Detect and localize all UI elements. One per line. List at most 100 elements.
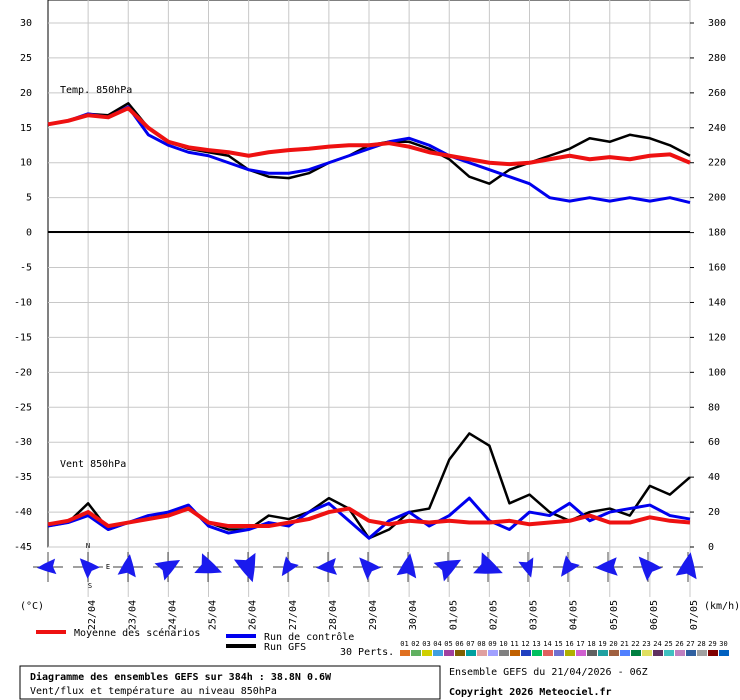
- y2-tick-label: 220: [708, 158, 726, 169]
- rose-shape: [638, 556, 662, 581]
- perturbation-swatch: [653, 650, 663, 656]
- rose-shape: [79, 558, 100, 579]
- x-tick-label: 22/04: [87, 600, 98, 630]
- rose-shape: [316, 558, 337, 575]
- perturbation-label: 04: [433, 640, 441, 648]
- perturbation-swatch: [400, 650, 410, 656]
- y2-tick-label: 280: [708, 53, 726, 64]
- perturbation-label: 11: [510, 640, 518, 648]
- rose-shape: [433, 559, 462, 582]
- x-tick-label: 02/05: [488, 600, 499, 630]
- perturbation-label: 26: [675, 640, 683, 648]
- y-axis-unit: (°C): [20, 601, 44, 612]
- info-subtitle: Vent/flux et température au niveau 850hP…: [30, 685, 277, 697]
- perturbation-label: 29: [708, 640, 716, 648]
- y2-tick-label: 180: [708, 228, 726, 239]
- x-tick-label: 25/04: [208, 600, 219, 630]
- wind-line: [47, 506, 691, 529]
- y-tick-label: -5: [20, 263, 32, 274]
- rose-shape: [561, 555, 580, 577]
- perturbation-swatch: [609, 650, 619, 656]
- x-tick-label: 04/05: [569, 600, 580, 630]
- x-tick-label: 29/04: [368, 600, 379, 630]
- perturbation-label: 02: [411, 640, 419, 648]
- rose-shape: [518, 557, 534, 578]
- y-tick-label: 30: [20, 18, 32, 29]
- perturbation-swatch: [565, 650, 575, 656]
- rose-label: E: [106, 563, 110, 571]
- perturbation-label: 20: [609, 640, 617, 648]
- perturbation-label: 28: [697, 640, 705, 648]
- perturbation-swatch: [620, 650, 630, 656]
- rose-shape: [37, 558, 57, 575]
- perturbation-swatch: [455, 650, 465, 656]
- x-tick-label: 24/04: [167, 600, 178, 630]
- y2-tick-label: 40: [708, 472, 720, 483]
- perturbation-swatch: [532, 650, 542, 656]
- y-tick-label: -30: [14, 437, 32, 448]
- perturbation-label: 09: [488, 640, 496, 648]
- perturbation-label: 30: [719, 640, 727, 648]
- perturbation-label: 14: [543, 640, 551, 648]
- perturbation-label: 21: [620, 640, 628, 648]
- perturbation-swatch: [675, 650, 685, 656]
- perturbation-swatch: [719, 650, 729, 656]
- y2-tick-label: 140: [708, 297, 726, 308]
- x-tick-label: 30/04: [408, 600, 419, 630]
- y2-tick-label: 240: [708, 123, 726, 134]
- x-tick-label: 05/05: [609, 600, 620, 630]
- perturbation-label: 13: [532, 640, 540, 648]
- rose-shape: [117, 554, 136, 578]
- perturbation-label: 19: [598, 640, 606, 648]
- rose-shape: [233, 552, 256, 583]
- perturbation-label: 16: [565, 640, 573, 648]
- rose-shape: [396, 553, 417, 579]
- y-tick-label: -40: [14, 507, 32, 518]
- perturbation-swatch: [477, 650, 487, 656]
- rose-shape: [473, 552, 503, 574]
- perturbation-swatch: [587, 650, 597, 656]
- y-tick-label: -25: [14, 402, 32, 413]
- legend: Moyenne des scénarios Run de contrôleRun …: [36, 627, 729, 658]
- rose-label: N: [86, 542, 90, 550]
- rose-shape: [194, 553, 222, 574]
- y2-tick-label: 0: [708, 542, 714, 553]
- perturbation-swatch: [510, 650, 520, 656]
- perturbation-swatch: [664, 650, 674, 656]
- rose-shape: [154, 560, 181, 581]
- perturbation-label: 27: [686, 640, 694, 648]
- perturbation-swatch: [466, 650, 476, 656]
- y-tick-label: -35: [14, 472, 32, 483]
- info-title: Diagramme des ensembles GEFS sur 384h : …: [30, 671, 332, 683]
- perturbation-swatch: [631, 650, 641, 656]
- perturbation-label: 25: [664, 640, 672, 648]
- perturbation-swatch: [411, 650, 421, 656]
- perturbation-swatch: [499, 650, 509, 656]
- y-tick-label: -45: [14, 542, 32, 553]
- legend-label: Moyenne des scénarios: [74, 627, 200, 639]
- y2-tick-label: 80: [708, 402, 720, 413]
- panel-label: Vent 850hPa: [60, 459, 126, 470]
- y-tick-label: -20: [14, 367, 32, 378]
- perturbation-label: 15: [554, 640, 562, 648]
- perturbation-label: 17: [576, 640, 584, 648]
- y2-tick-label: 60: [708, 437, 720, 448]
- rose-shape: [595, 557, 618, 576]
- y2-tick-label: 20: [708, 507, 720, 518]
- y-tick-label: -10: [14, 297, 32, 308]
- perturbation-swatch: [686, 650, 696, 656]
- y-tick-label: 0: [26, 228, 32, 239]
- y2-tick-label: 120: [708, 332, 726, 343]
- y-tick-label: 10: [20, 158, 32, 169]
- x-tick-label: 06/05: [649, 600, 660, 630]
- perturbation-swatch: [697, 650, 707, 656]
- temp-line: [47, 106, 691, 167]
- rose-shape: [359, 557, 381, 580]
- rose-label: S: [88, 582, 92, 590]
- perturbation-swatch: [444, 650, 454, 656]
- perturbation-label: 01: [400, 640, 408, 648]
- x-tick-label: 01/05: [448, 600, 459, 630]
- perturbation-label: 03: [422, 640, 430, 648]
- perturbation-label: 10: [499, 640, 507, 648]
